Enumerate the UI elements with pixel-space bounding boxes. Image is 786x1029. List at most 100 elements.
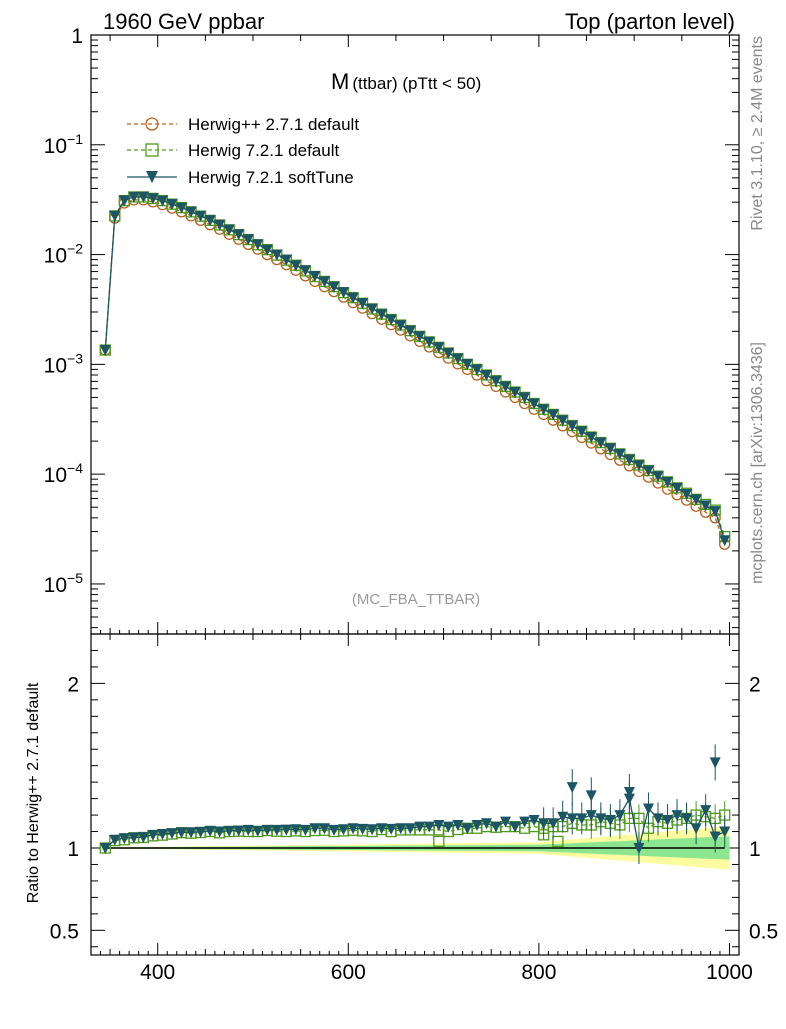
ratio-point-softtune: [519, 816, 531, 828]
data-point: [318, 276, 330, 288]
ratio-point-softtune: [366, 824, 378, 836]
x-tick-label: 800: [521, 961, 556, 984]
ratio-point-softtune: [376, 823, 388, 835]
ratio-point-softtune: [118, 833, 130, 845]
ratio-point-softtune: [385, 823, 397, 835]
ratio-point-softtune: [709, 757, 721, 769]
x-tick-label: 600: [331, 961, 366, 984]
ratio-point-softtune: [156, 829, 168, 841]
ratio-point-softtune: [585, 810, 597, 822]
data-point: [204, 215, 216, 227]
data-point: [147, 193, 159, 205]
ratio-point-softtune: [290, 824, 302, 836]
main-y-tick-label: 1: [71, 25, 83, 48]
ratio-point-softtune: [128, 832, 140, 844]
ratio-point-softtune: [404, 823, 416, 835]
data-point: [595, 437, 607, 449]
data-point: [385, 314, 397, 326]
legend-marker: [145, 143, 159, 157]
data-point: [423, 336, 435, 348]
header-left: 1960 GeV ppbar: [103, 9, 264, 34]
data-point: [700, 500, 712, 512]
data-point: [614, 448, 626, 460]
data-point: [233, 229, 245, 241]
data-point: [404, 325, 416, 337]
data-point: [99, 345, 111, 357]
ratio-point-softtune: [204, 825, 216, 837]
ratio-point-softtune: [137, 832, 149, 844]
ratio-point-softtune: [414, 821, 426, 833]
data-point: [652, 471, 664, 483]
data-point: [242, 234, 254, 246]
ratio-point-softtune: [633, 843, 645, 854]
data-point: [214, 219, 226, 231]
data-point: [461, 358, 473, 370]
ratio-point-softtune: [528, 815, 540, 827]
ratio-point-softtune: [185, 827, 197, 839]
ratio-point-softtune: [147, 829, 159, 841]
ratio-point-softtune: [480, 818, 492, 830]
ratio-point-softtune: [557, 811, 569, 823]
ratio-point-softtune: [195, 826, 207, 838]
legend-marker: [145, 117, 159, 131]
ratio-point-softtune: [652, 813, 664, 825]
data-point: [662, 476, 674, 488]
data-point: [538, 404, 550, 416]
data-point: [299, 265, 311, 277]
ratio-y-tick-label: 1: [67, 838, 79, 861]
series-line-1: [104, 196, 726, 537]
data-point: [128, 191, 140, 203]
data-point: [280, 254, 292, 266]
data-point: [223, 224, 235, 236]
ratio-point-softtune: [471, 819, 483, 831]
data-point: [195, 210, 207, 222]
data-point: [604, 443, 616, 455]
data-point: [690, 494, 702, 506]
data-point: [547, 409, 559, 421]
ratio-point-default: [633, 812, 645, 825]
data-point: [156, 195, 168, 207]
data-point: [290, 260, 302, 272]
header-right: Top (parton level): [565, 9, 735, 34]
ratio-point-softtune: [99, 843, 111, 854]
data-point: [452, 353, 464, 365]
ratio-point-softtune: [604, 815, 616, 827]
legend-label: Herwig 7.2.1 default: [188, 141, 339, 160]
ratio-point-softtune: [719, 826, 731, 838]
ratio-point-softtune: [585, 790, 597, 802]
legend-label: Herwig 7.2.1 softTune: [188, 168, 354, 187]
ratio-point-softtune: [500, 816, 512, 828]
ratio-point-softtune: [280, 824, 292, 836]
x-tick-label: 400: [140, 961, 175, 984]
ratio-point-softtune: [433, 819, 445, 831]
ratio-y-tick-label-right: 2: [749, 673, 761, 696]
data-point: [576, 426, 588, 438]
data-point: [347, 292, 359, 304]
data-point: [395, 320, 407, 332]
data-point: [480, 370, 492, 382]
ratio-point-softtune: [576, 813, 588, 825]
data-point: [414, 331, 426, 343]
ratio-point-softtune: [176, 827, 188, 839]
ratio-point-softtune: [395, 823, 407, 835]
ratio-point-default: [552, 835, 564, 848]
data-point: [376, 309, 388, 321]
ratio-point-softtune: [442, 821, 454, 833]
ratio-point-softtune: [261, 824, 273, 836]
plot-title: M (ttbar) (pTtt < 50): [331, 69, 481, 94]
data-point: [671, 482, 683, 494]
main-y-tick-label: 10−2: [44, 241, 84, 268]
series-line-2: [104, 196, 726, 541]
data-point: [528, 398, 540, 410]
analysis-watermark: (MC_FBA_TTBAR): [352, 591, 480, 608]
ratio-point-softtune: [214, 826, 226, 838]
main-y-tick-label: 10−4: [44, 460, 84, 487]
ratio-point-softtune: [347, 823, 359, 835]
ratio-point-softtune: [328, 824, 340, 836]
ratio-point-softtune: [271, 824, 283, 836]
ratio-point-softtune: [490, 821, 502, 833]
data-point: [357, 298, 369, 310]
ratio-point-softtune: [681, 813, 693, 825]
ratio-point-softtune: [242, 824, 254, 836]
ratio-point-softtune: [452, 819, 464, 831]
